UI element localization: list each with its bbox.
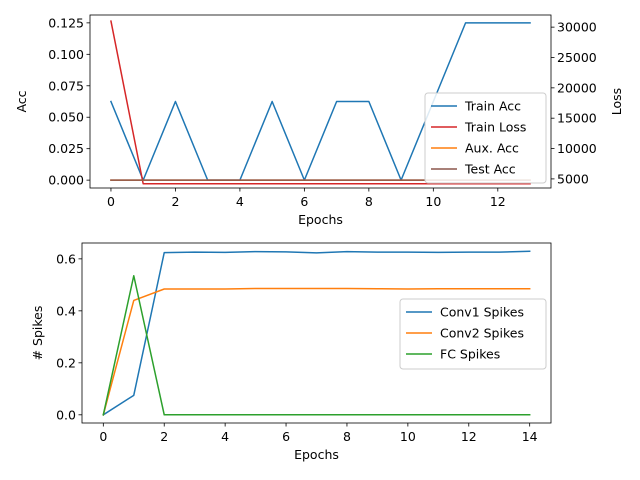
y-tick-label: 0.000 (48, 173, 84, 188)
x-tick-label: 2 (171, 194, 179, 209)
y2-tick-label: 5000 (557, 171, 589, 186)
x-tick-label: 12 (461, 429, 477, 444)
x-tick-label: 8 (343, 429, 351, 444)
y-tick-label: 0.2 (56, 355, 76, 370)
y-tick-label: 0.6 (56, 251, 76, 266)
legend-label: Aux. Acc (465, 141, 519, 156)
x-tick-label: 0 (99, 429, 107, 444)
x-tick-label: 4 (236, 194, 244, 209)
y-tick-label: 0.075 (48, 78, 84, 93)
x-tick-label: 10 (400, 429, 416, 444)
x-tick-label: 2 (160, 429, 168, 444)
y2-tick-label: 10000 (557, 141, 597, 156)
y-tick-label: 0.0 (56, 407, 76, 422)
x-tick-label: 6 (282, 429, 290, 444)
series-line-conv2-spikes (102, 287, 531, 416)
y2-tick-label: 15000 (557, 111, 597, 126)
legend-label: Test Acc (464, 162, 516, 177)
legend-label: Train Loss (464, 120, 526, 135)
y2-tick-label: 30000 (557, 20, 597, 35)
x-tick-label: 0 (107, 194, 115, 209)
legend-label: Conv1 Spikes (440, 305, 524, 320)
x-axis-label: Epochs (294, 447, 339, 462)
legend-box (424, 92, 547, 184)
plot-frame (89, 14, 552, 189)
plot-frame (81, 242, 552, 424)
y2-tick-label: 20000 (557, 80, 597, 95)
chart-panel-1: 0 2 4 6 8 10 12 0.000 0.025 0.050 0.075 0.100 0.125 5… (14, 14, 624, 227)
y-tick-label: 0.100 (48, 47, 84, 62)
x-axis-label: Epochs (298, 212, 343, 227)
x-tick-label: 14 (522, 429, 538, 444)
y-axis-label: Acc (14, 90, 29, 112)
x-tick-label: 8 (365, 194, 373, 209)
x-tick-label: 10 (425, 194, 441, 209)
legend-label: Train Acc (464, 99, 521, 114)
x-tick-label: 6 (300, 194, 308, 209)
y-tick-label: 0.125 (48, 15, 84, 30)
y2-tick-label: 25000 (557, 50, 597, 65)
legend-label: FC Spikes (440, 347, 500, 362)
legend: Train Acc Train Loss Aux. Acc Test Acc (424, 92, 547, 184)
chart-panel-2: 0 2 4 6 8 10 12 14 0.0 0.2 0.4 0.6 Epochs # Spikes Con… (30, 242, 552, 462)
legend-label: Conv2 Spikes (440, 326, 524, 341)
series-line-fc-spikes (102, 275, 531, 416)
series-line-train-loss (110, 20, 531, 185)
series-line-conv1-spikes (102, 250, 531, 416)
y-tick-label: 0.025 (48, 141, 84, 156)
y2-axis-label: Loss (609, 88, 624, 115)
x-tick-label: 4 (221, 429, 229, 444)
x-tick-label: 12 (490, 194, 506, 209)
y-tick-label: 0.050 (48, 110, 84, 125)
y-axis-label: # Spikes (30, 306, 45, 361)
legend: Conv1 Spikes Conv2 Spikes FC Spikes (399, 298, 547, 370)
y-tick-label: 0.4 (56, 303, 76, 318)
series-line-train-acc (109, 22, 531, 181)
legend-box (399, 298, 547, 370)
